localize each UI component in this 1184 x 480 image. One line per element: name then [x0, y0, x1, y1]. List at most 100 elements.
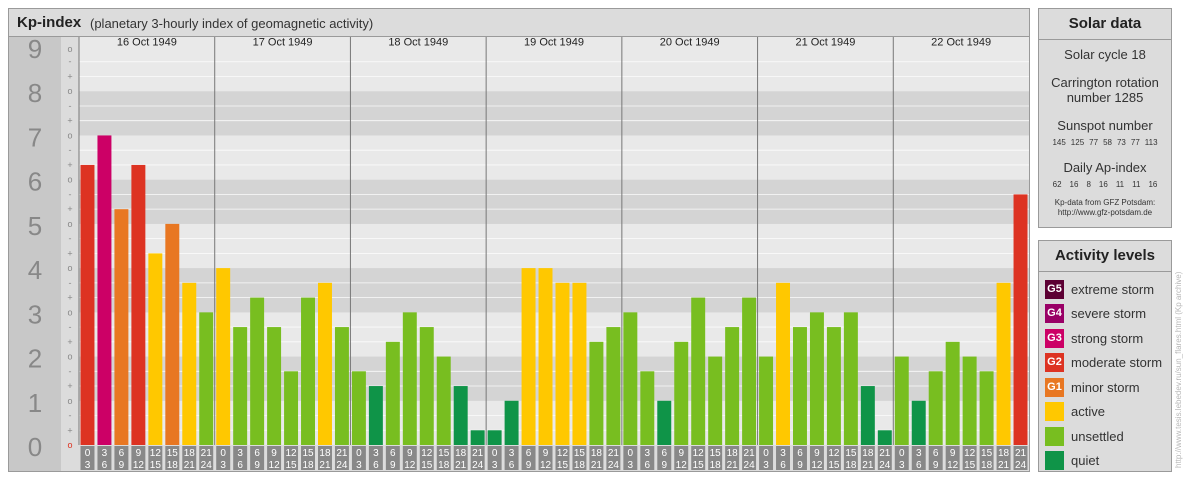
minor-tick-label: -: [69, 278, 72, 288]
interval-end-label: 12: [947, 460, 959, 471]
day-label: 18 Oct 1949: [388, 37, 448, 49]
interval-cell: [589, 446, 604, 470]
interval-cell: [233, 446, 248, 470]
kp-bar: [809, 312, 824, 445]
interval-start-label: 0: [356, 448, 362, 459]
kp-bar: [962, 356, 977, 445]
interval-start-label: 9: [950, 448, 956, 459]
interval-end-label: 15: [964, 460, 976, 471]
kp-bar: [470, 430, 485, 445]
interval-end-label: 18: [167, 460, 179, 471]
interval-cell: [877, 446, 892, 470]
interval-end-label: 6: [509, 460, 515, 471]
interval-end-label: 3: [220, 460, 226, 471]
interval-end-label: 12: [404, 460, 416, 471]
kp-bar: [843, 312, 858, 445]
kp-bar: [555, 282, 570, 445]
minor-tick-label: o: [67, 263, 72, 273]
legend-item: quiet: [1045, 451, 1099, 471]
kp-bar: [996, 282, 1011, 445]
interval-start-label: 0: [492, 448, 498, 459]
sunspot-value: 145: [1052, 138, 1066, 147]
interval-end-label: 24: [1015, 460, 1027, 471]
interval-end-label: 12: [269, 460, 281, 471]
interval-cell: [216, 446, 231, 470]
grid-band: [79, 179, 1029, 224]
interval-cell: [793, 446, 807, 470]
interval-cell: [199, 446, 214, 470]
sunspot-value: 77: [1130, 138, 1140, 147]
y-tick-label: 8: [28, 78, 42, 108]
kp-bar: [419, 327, 434, 445]
minor-tick-label: +: [67, 337, 72, 347]
solar-data-heading: Solar data: [1039, 9, 1171, 40]
kp-bar: [759, 356, 774, 445]
interval-start-label: 3: [509, 448, 515, 459]
kp-bar: [487, 430, 502, 445]
kp-bar: [334, 327, 349, 445]
kp-bar: [182, 282, 197, 445]
y-tick-label: 5: [28, 211, 42, 241]
interval-start-label: 0: [85, 448, 91, 459]
kp-bar: [742, 297, 757, 445]
kp-bar: [894, 356, 909, 445]
kp-bar: [385, 341, 400, 445]
interval-cell: [80, 446, 95, 470]
interval-start-label: 0: [628, 448, 634, 459]
carrington-line-1: Carrington rotation: [1051, 75, 1159, 90]
kp-bar: [589, 341, 604, 445]
kp-bar: [928, 371, 943, 445]
interval-start-label: 12: [285, 448, 297, 459]
interval-start-label: 9: [271, 448, 277, 459]
grid-band: [79, 268, 1029, 313]
kp-bar: [402, 312, 417, 445]
interval-cell: [114, 446, 129, 470]
minor-tick-label: o: [67, 396, 72, 406]
interval-start-label: 18: [862, 448, 874, 459]
kp-bar: [504, 400, 519, 445]
y-tick-label: 3: [28, 299, 42, 329]
interval-cell: [284, 446, 299, 470]
interval-start-label: 9: [407, 448, 413, 459]
minor-tick-label: o: [67, 86, 72, 96]
kp-bar: [708, 356, 723, 445]
interval-start-label: 18: [591, 448, 603, 459]
interval-cell: [538, 446, 553, 470]
kp-bar: [793, 327, 807, 445]
minor-tick-label: o: [67, 44, 72, 54]
interval-end-label: 3: [85, 460, 91, 471]
kp-bar: [572, 282, 587, 445]
interval-end-label: 12: [676, 460, 688, 471]
interval-start-label: 3: [373, 448, 379, 459]
interval-start-label: 6: [933, 448, 939, 459]
interval-start-label: 6: [661, 448, 667, 459]
y-tick-label: 6: [28, 167, 42, 197]
interval-end-label: 3: [492, 460, 498, 471]
minor-tick-label: -: [69, 57, 72, 67]
interval-start-label: 0: [220, 448, 226, 459]
interval-cell: [996, 446, 1011, 470]
interval-start-label: 12: [150, 448, 162, 459]
legend-item: G4 severe storm: [1045, 304, 1146, 324]
ap-label: Daily Ap-index: [1063, 160, 1147, 175]
interval-start-label: 6: [797, 448, 803, 459]
interval-start-label: 9: [814, 448, 820, 459]
legend-item: G5 extreme storm: [1045, 279, 1154, 299]
interval-cell: [640, 446, 655, 470]
interval-cell: [945, 446, 960, 470]
sunspot-values: 145 125 77 58 73 77 113: [1039, 138, 1171, 147]
legend-swatch: G4: [1045, 304, 1064, 323]
interval-end-label: 24: [336, 460, 348, 471]
kp-bar: [351, 371, 366, 445]
interval-end-label: 3: [356, 460, 362, 471]
kp-bar-chart: 0123456789o+-o+-o+-o+-o+-o+-o+-o+-o+-o16…: [9, 37, 1029, 471]
grid-band: [79, 135, 1029, 180]
interval-cell: [555, 446, 570, 470]
grid-band: [79, 223, 1029, 269]
interval-start-label: 0: [899, 448, 905, 459]
interval-start-label: 6: [526, 448, 532, 459]
interval-start-label: 18: [319, 448, 331, 459]
y-axis-column: [9, 37, 61, 471]
legend-swatch: [1045, 402, 1064, 421]
interval-cell: [351, 446, 366, 470]
